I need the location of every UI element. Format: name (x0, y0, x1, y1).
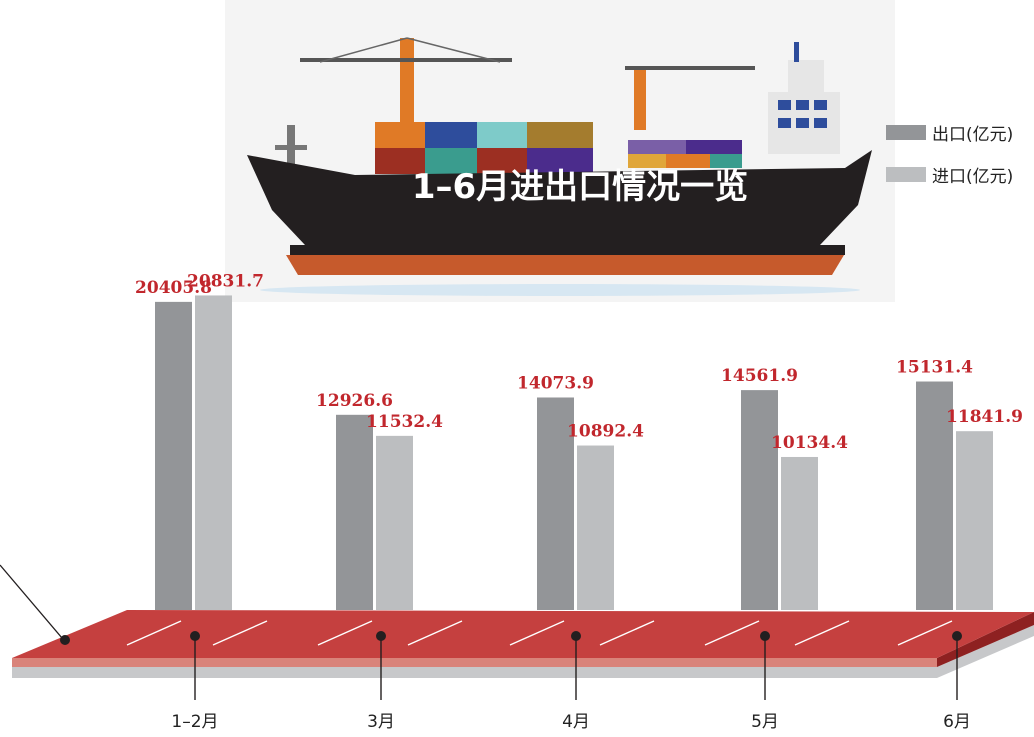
value-label-import: 10892.4 (567, 422, 644, 442)
platform-stripe (704, 620, 760, 646)
category-label: 6月 (943, 712, 971, 732)
value-label-import: 11532.4 (366, 412, 443, 432)
container-ship-icon: 1–6月进出口情况一览 (225, 0, 895, 302)
platform-stripe (407, 620, 463, 646)
platform-stripe (317, 620, 373, 646)
value-label-import: 11841.9 (946, 407, 1023, 427)
legend-swatch-export (886, 124, 926, 140)
value-label-export: 15131.4 (896, 358, 973, 378)
bar-export (537, 397, 574, 610)
category-label: 4月 (562, 712, 590, 732)
leader-line (0, 564, 63, 639)
bar-export (916, 381, 953, 610)
legend: 出口(亿元) 进口(亿元) (886, 118, 1013, 202)
category-label: 5月 (751, 712, 779, 732)
category-label: 3月 (367, 712, 395, 732)
category-dot (376, 631, 386, 641)
value-label-import: 20831.7 (187, 271, 264, 291)
category-dot (952, 631, 962, 641)
platform-stripe (126, 620, 182, 646)
value-label-export: 20405.8 (135, 278, 212, 298)
legend-label-export: 出口(亿元) (932, 124, 1014, 145)
legend-item-export: 出口(亿元) (886, 118, 1013, 146)
platform-stripe (509, 620, 565, 646)
legend-item-import: 进口(亿元) (886, 160, 1013, 188)
value-label-export: 14561.9 (721, 366, 798, 386)
platform-stripe (599, 620, 655, 646)
platform-stripe (897, 620, 953, 646)
category-label: 1–2月 (171, 712, 218, 732)
chart-title: 1–6月进出口情况一览 (412, 167, 748, 207)
bar-import (577, 445, 614, 610)
category-dot (571, 631, 581, 641)
category-dot (760, 631, 770, 641)
platform-stripe (212, 620, 268, 646)
value-label-export: 14073.9 (517, 373, 594, 393)
category-dot (190, 631, 200, 641)
bar-export (741, 390, 778, 610)
leader-dot (60, 635, 70, 645)
value-label-export: 12926.6 (316, 391, 393, 411)
legend-swatch-import (886, 166, 926, 182)
bar-import (956, 431, 993, 610)
platform (12, 610, 1034, 678)
platform-stripe (794, 620, 850, 646)
bar-import (781, 456, 818, 610)
bar-import (195, 295, 232, 610)
legend-label-import: 进口(亿元) (932, 166, 1014, 187)
bar-import (376, 435, 413, 610)
value-label-import: 10134.4 (771, 433, 848, 453)
bar-export (336, 414, 373, 610)
bar-export (155, 301, 192, 610)
